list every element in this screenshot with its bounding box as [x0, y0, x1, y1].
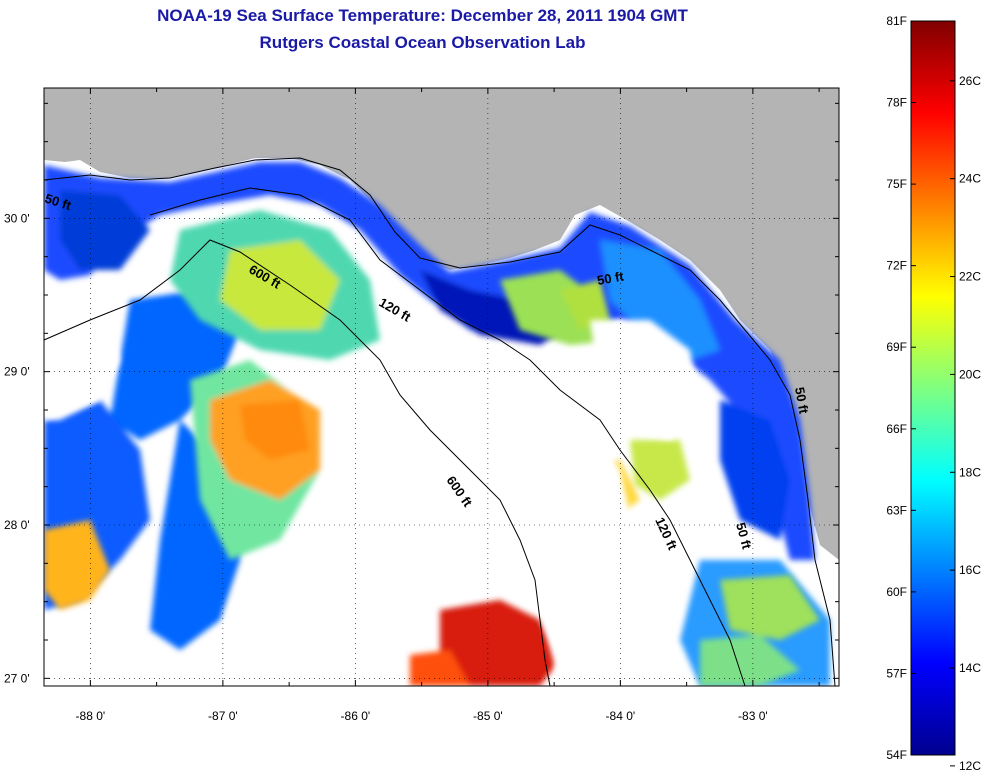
contour-600ft	[43, 239, 551, 687]
axis-ticks	[44, 88, 839, 686]
contour-label-50ft-south: 50 ft	[733, 521, 755, 551]
latitude-axis: 30 0' 29 0' 28 0' 27 0'	[4, 211, 30, 685]
colorbar-c-label: 20C	[959, 367, 981, 381]
sst-data-layer	[44, 162, 830, 686]
colorbar-f-label: 57F	[886, 666, 907, 680]
cloud-mask	[44, 300, 700, 686]
colorbar-f-label: 63F	[886, 503, 907, 517]
colorbar-c-label: 12C	[959, 759, 981, 770]
bathymetry-contours	[43, 157, 836, 687]
colorbar-f-label: 69F	[886, 340, 907, 354]
lon-tick-label: -87 0'	[208, 709, 238, 723]
colorbar-f-label: 81F	[886, 14, 907, 28]
colorbar-f-label: 78F	[886, 96, 907, 110]
lon-tick-label: -88 0'	[76, 709, 106, 723]
colorbar-f-label: 54F	[886, 748, 907, 762]
map-title: NOAA-19 Sea Surface Temperature: Decembe…	[157, 6, 688, 25]
colorbar-c-label: 16C	[959, 563, 981, 577]
lon-tick-label: -83 0'	[738, 709, 768, 723]
lon-tick-label: -84 0'	[606, 709, 636, 723]
land-mass	[44, 88, 839, 560]
colorbar-c-label: 26C	[959, 74, 981, 88]
contour-120ft	[149, 187, 746, 687]
lat-tick-label: 27 0'	[4, 671, 30, 685]
map-border	[43, 87, 840, 687]
lat-tick-label: 29 0'	[4, 365, 30, 379]
contour-50ft	[43, 157, 836, 687]
colorbar-f-label: 72F	[886, 259, 907, 273]
colorbar-f-label: 60F	[886, 585, 907, 599]
contour-label-50ft-east: 50 ft	[792, 386, 812, 416]
colorbar-c-label: 14C	[959, 661, 981, 675]
colorbar-c-label: 18C	[959, 465, 981, 479]
sst-hot-layer	[380, 490, 560, 686]
lon-tick-label: -85 0'	[473, 709, 503, 723]
lat-tick-label: 28 0'	[4, 518, 30, 532]
colorbar-celsius-scale: 26C 24C 22C 20C 18C 16C 14C 12C	[950, 74, 981, 770]
lat-tick-label: 30 0'	[4, 211, 30, 225]
sst-warm-layer	[44, 210, 820, 686]
colorbar-fahrenheit-scale: 81F 78F 75F 72F 69F 66F 63F 60F 57F 54F	[886, 14, 916, 762]
colorbar-gradient	[910, 20, 956, 756]
colorbar-c-label: 22C	[959, 270, 981, 284]
colorbar-c-label: 24C	[959, 172, 981, 186]
lon-tick-label: -86 0'	[341, 709, 371, 723]
map-subtitle: Rutgers Coastal Ocean Observation Lab	[259, 33, 586, 52]
contour-label-50ft-bigbend: 50 ft	[596, 268, 626, 288]
colorbar: 81F 78F 75F 72F 69F 66F 63F 60F 57F 54F 26C 24C 22C…	[886, 14, 981, 770]
colorbar-f-label: 66F	[886, 422, 907, 436]
longitude-axis: -88 0' -87 0' -86 0' -85 0' -84 0' -83 0…	[76, 709, 768, 723]
colorbar-f-label: 75F	[886, 177, 907, 191]
